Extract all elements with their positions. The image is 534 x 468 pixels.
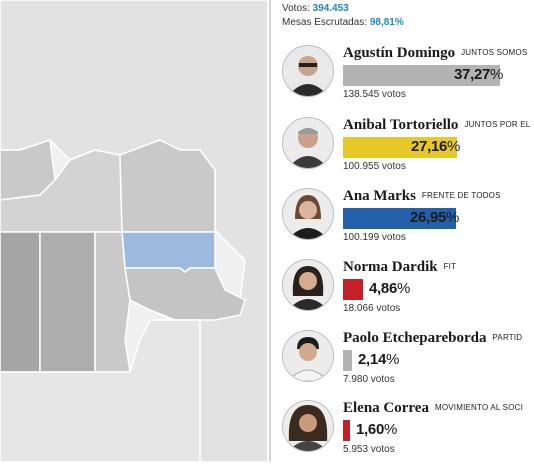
candidate-votes: 100.955 votos <box>343 161 406 172</box>
candidate-bar <box>343 65 500 86</box>
candidate-photo-icon <box>282 330 334 382</box>
candidate-photo-icon <box>282 259 334 311</box>
votos-label: Votos: <box>282 3 310 14</box>
map-region-southwest-a[interactable] <box>0 231 41 373</box>
candidate-name: Ana Marks FRENTE DE TODOS <box>343 188 501 205</box>
candidate-row[interactable]: Norma Dardik FIT 4,86% 18.066 votos <box>282 259 534 327</box>
votos-value: 394.453 <box>312 3 349 14</box>
candidate-percent: 37,27% <box>454 66 504 83</box>
mesas-value: 98,81% <box>369 17 404 28</box>
map-canvas <box>0 0 269 463</box>
candidate-name-text: Anibal Tortoriello <box>343 117 459 133</box>
map-region-east[interactable] <box>119 139 216 233</box>
candidate-name: Elena Correa MOVIMIENTO AL SOCI <box>343 400 523 417</box>
candidate-photo-icon <box>282 400 334 452</box>
candidate-percent: 26,95% <box>410 209 460 226</box>
candidate-row[interactable]: Elena Correa MOVIMIENTO AL SOCI 1,60% 5.9… <box>282 400 534 468</box>
candidate-bar <box>343 208 456 229</box>
candidate-percent: 1,60% <box>356 421 398 438</box>
candidate-votes: 5.953 votos <box>343 444 395 455</box>
candidate-bar <box>343 420 350 441</box>
candidate-name-text: Ana Marks <box>343 188 416 204</box>
mesas-line: Mesas Escrutadas: 98,81% <box>282 16 404 30</box>
candidate-percent-value: 1,60 <box>356 421 384 438</box>
candidate-bar <box>343 350 352 371</box>
candidate-percent-value: 37,27 <box>454 66 491 83</box>
candidate-votes: 7.980 votos <box>343 374 395 385</box>
candidate-party: JUNTOS SOMOS <box>461 48 528 57</box>
candidate-row[interactable]: Anibal Tortoriello JUNTOS POR EL 27,16% 1… <box>282 117 534 185</box>
candidate-name: Anibal Tortoriello JUNTOS POR EL <box>343 117 530 134</box>
candidate-party: FIT <box>443 262 457 271</box>
map-region-highlight[interactable] <box>121 231 216 273</box>
panel-divider <box>269 0 271 462</box>
candidate-percent-value: 4,86 <box>369 280 397 297</box>
candidate-name-text: Paolo Etchepareborda <box>343 330 487 346</box>
candidate-party: FRENTE DE TODOS <box>421 191 501 200</box>
map-region-southwest-b[interactable] <box>39 231 96 373</box>
candidate-votes: 100.199 votos <box>343 232 406 243</box>
candidate-name-text: Norma Dardik <box>343 259 438 275</box>
candidate-photo-icon <box>282 45 334 97</box>
candidate-row[interactable]: Paolo Etchepareborda PARTID 2,14% 7.980 v… <box>282 330 534 398</box>
map-region-southeast[interactable] <box>124 267 246 321</box>
candidate-percent-value: 26,95 <box>410 209 447 226</box>
candidate-row[interactable]: Agustín Domingo JUNTOS SOMOS 37,27% 138.5… <box>282 45 534 113</box>
candidate-name-text: Elena Correa <box>343 400 429 416</box>
candidate-votes: 138.545 votos <box>343 89 406 100</box>
candidate-name: Norma Dardik FIT <box>343 259 456 276</box>
candidate-name-text: Agustín Domingo <box>343 45 456 61</box>
candidate-party: JUNTOS POR EL <box>464 120 531 129</box>
candidate-row[interactable]: Ana Marks FRENTE DE TODOS 26,95% 100.199 … <box>282 188 534 256</box>
candidate-percent-value: 2,14 <box>358 351 386 368</box>
votos-line: Votos: 394.453 <box>282 2 404 16</box>
candidate-percent: 27,16% <box>411 138 461 155</box>
candidate-percent: 2,14% <box>358 351 400 368</box>
candidate-party: PARTID <box>492 333 523 342</box>
candidate-party: MOVIMIENTO AL SOCI <box>434 403 524 412</box>
candidate-percent: 4,86% <box>369 280 411 297</box>
candidate-bar <box>343 279 363 300</box>
candidate-percent-value: 27,16 <box>411 138 448 155</box>
candidate-photo-icon <box>282 188 334 240</box>
results-summary: Votos: 394.453 Mesas Escrutadas: 98,81% <box>282 2 404 30</box>
candidate-votes: 18.066 votos <box>343 303 401 314</box>
candidate-name: Paolo Etchepareborda PARTID <box>343 330 522 347</box>
mesas-label: Mesas Escrutadas: <box>282 17 368 28</box>
results-map <box>0 0 269 463</box>
candidate-photo-icon <box>282 117 334 169</box>
candidate-name: Agustín Domingo JUNTOS SOMOS <box>343 45 527 62</box>
candidate-bar <box>343 137 457 158</box>
